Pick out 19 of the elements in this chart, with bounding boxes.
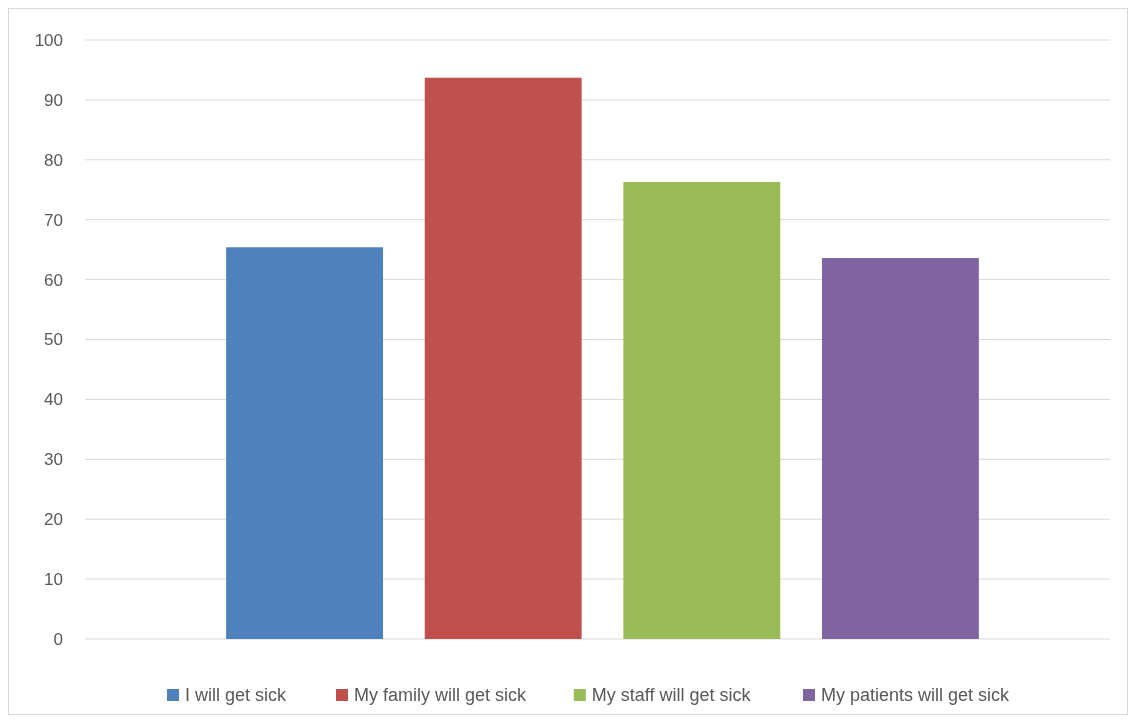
y-tick-label: 30 (44, 450, 63, 470)
y-tick-label: 80 (44, 150, 63, 170)
y-tick-label: 60 (44, 270, 63, 290)
legend-label: My patients will get sick (821, 685, 1011, 706)
y-tick-label: 70 (44, 210, 63, 230)
y-tick-label: 0 (53, 629, 63, 649)
bar (226, 247, 384, 639)
y-tick-label: 20 (44, 510, 63, 530)
y-tick-label: 90 (44, 90, 63, 110)
bar (821, 258, 979, 639)
y-tick-label: 10 (44, 570, 63, 590)
legend-label: I will get sick (185, 685, 288, 706)
legend-label: My family will get sick (354, 685, 528, 706)
legend-label: My staff will get sick (591, 685, 752, 706)
bar (424, 77, 582, 639)
y-tick-label: 50 (44, 330, 63, 350)
y-tick-label: 100 (34, 30, 63, 50)
y-tick-label: 40 (44, 390, 63, 410)
bar (623, 181, 781, 639)
